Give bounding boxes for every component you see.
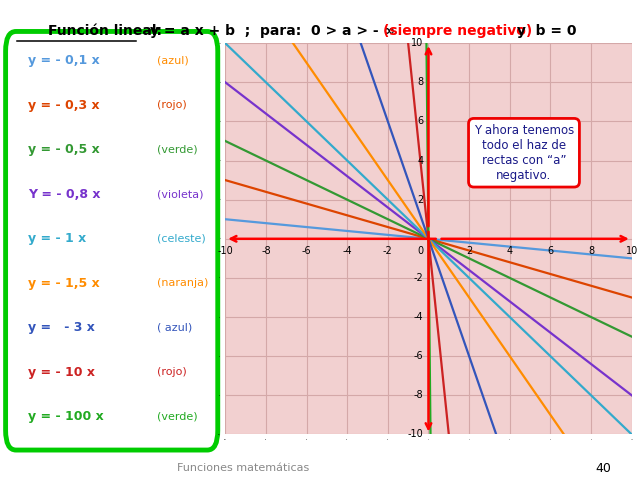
Text: y  b = 0: y b = 0 bbox=[512, 24, 577, 38]
Text: 4: 4 bbox=[417, 156, 424, 166]
Text: 6: 6 bbox=[547, 246, 554, 256]
Text: (rojo): (rojo) bbox=[157, 367, 187, 377]
Text: ( azul): ( azul) bbox=[157, 323, 193, 333]
Text: -10: -10 bbox=[408, 430, 424, 439]
Text: 0: 0 bbox=[417, 246, 424, 256]
Text: -8: -8 bbox=[414, 390, 424, 400]
Text: (naranja): (naranja) bbox=[157, 278, 209, 288]
Text: (verde): (verde) bbox=[157, 145, 198, 155]
Text: 8: 8 bbox=[588, 246, 594, 256]
Text: y =   - 3 x: y = - 3 x bbox=[29, 321, 95, 334]
Text: 10: 10 bbox=[625, 246, 638, 256]
Text: -6: -6 bbox=[414, 351, 424, 361]
Text: -2: -2 bbox=[383, 246, 393, 256]
Text: Y = - 0,8 x: Y = - 0,8 x bbox=[29, 188, 101, 201]
Text: (verde): (verde) bbox=[157, 412, 198, 422]
Text: -2: -2 bbox=[413, 273, 424, 283]
Text: -4: -4 bbox=[342, 246, 352, 256]
Text: 6: 6 bbox=[417, 117, 424, 126]
Text: 2: 2 bbox=[466, 246, 472, 256]
Text: (azul): (azul) bbox=[157, 56, 189, 66]
Text: -10: -10 bbox=[218, 246, 233, 256]
Text: y = - 100 x: y = - 100 x bbox=[29, 410, 104, 423]
Text: 8: 8 bbox=[417, 77, 424, 87]
Text: y = - 1,5 x: y = - 1,5 x bbox=[29, 277, 100, 290]
FancyBboxPatch shape bbox=[6, 32, 218, 450]
Text: y = a x + b  ;  para:  0 > a > - ∞: y = a x + b ; para: 0 > a > - ∞ bbox=[150, 24, 396, 38]
Text: 40: 40 bbox=[595, 461, 611, 475]
Text: -4: -4 bbox=[414, 312, 424, 322]
Text: y = - 1 x: y = - 1 x bbox=[29, 232, 87, 245]
Text: -6: -6 bbox=[301, 246, 312, 256]
Text: (siempre negativo): (siempre negativo) bbox=[383, 24, 532, 38]
Text: 10: 10 bbox=[411, 38, 424, 48]
Text: y = - 10 x: y = - 10 x bbox=[29, 366, 95, 379]
Text: (violeta): (violeta) bbox=[157, 189, 204, 199]
Text: -8: -8 bbox=[261, 246, 271, 256]
Text: 2: 2 bbox=[417, 195, 424, 204]
Text: y = - 0,5 x: y = - 0,5 x bbox=[29, 144, 100, 156]
Text: Función lineal:: Función lineal: bbox=[48, 24, 162, 38]
Text: 4: 4 bbox=[507, 246, 513, 256]
Text: Y ahora tenemos
todo el haz de
rectas con “a”
negativo.: Y ahora tenemos todo el haz de rectas co… bbox=[474, 124, 574, 182]
Text: (rojo): (rojo) bbox=[157, 100, 187, 110]
Text: y = - 0,1 x: y = - 0,1 x bbox=[29, 54, 100, 67]
Text: (celeste): (celeste) bbox=[157, 234, 206, 244]
Text: y = - 0,3 x: y = - 0,3 x bbox=[29, 99, 100, 112]
Text: Funciones matemáticas: Funciones matemáticas bbox=[177, 463, 309, 473]
